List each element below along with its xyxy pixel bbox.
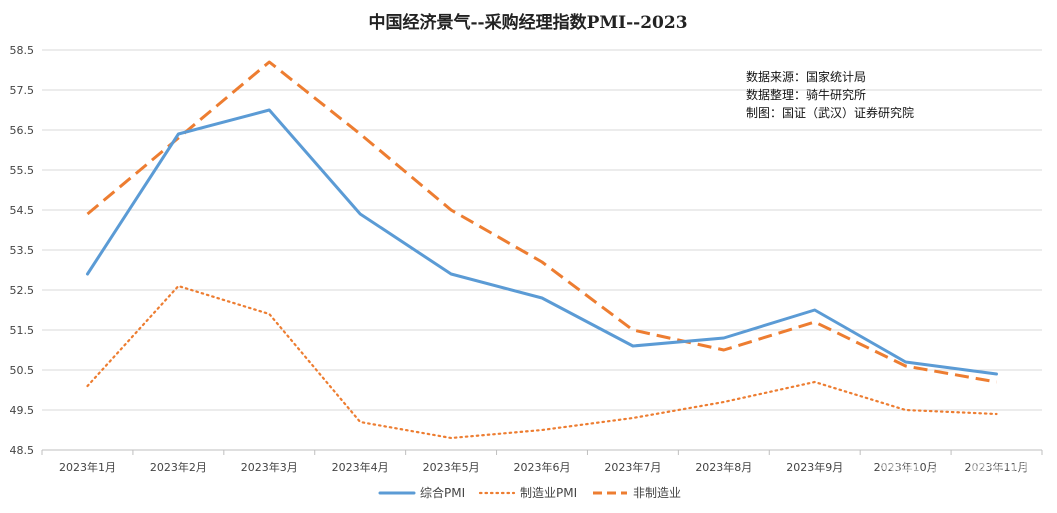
annotation-source: 数据来源：国家统计局 <box>746 69 866 84</box>
x-tick-label: 2023年4月 <box>332 460 389 474</box>
series-line-dashed <box>86 60 997 384</box>
x-tick-label: 2023年3月 <box>241 460 298 474</box>
y-tick-label: 52.5 <box>10 284 35 297</box>
source-annotations: 数据来源：国家统计局 数据整理：骑牛研究所 制图：国证（武汉）证券研究院 <box>746 69 914 120</box>
x-tick-label: 2023年1月 <box>59 460 116 474</box>
y-tick-label: 54.5 <box>10 204 35 217</box>
x-tick-label: 2023年2月 <box>150 460 207 474</box>
annotation-compiler: 数据整理：骑牛研究所 <box>746 87 866 102</box>
x-tick-label: 2023年11月 <box>965 460 1029 474</box>
x-tick-label: 2023年5月 <box>423 460 480 474</box>
series-lines <box>86 60 998 440</box>
x-tick-label: 2023年10月 <box>874 460 938 474</box>
watermark: 知乎 @大星宏观 <box>881 457 1028 481</box>
y-tick-label: 57.5 <box>10 84 35 97</box>
x-tick-label: 2023年9月 <box>786 460 843 474</box>
x-tick-label: 2023年6月 <box>514 460 571 474</box>
y-tick-label: 53.5 <box>10 244 35 257</box>
y-axis-ticks: 48.5 49.5 50.5 51.5 52.5 53.5 54.5 55.5 56.5 57.5… <box>10 44 35 457</box>
y-tick-label: 50.5 <box>10 364 35 377</box>
chart-title: 中国经济景气--采购经理指数PMI--2023 <box>368 12 687 33</box>
legend-label: 综合PMI <box>420 485 465 500</box>
y-tick-label: 49.5 <box>10 404 35 417</box>
y-tick-label: 55.5 <box>10 164 35 177</box>
legend-label: 非制造业 <box>633 486 681 500</box>
annotation-chart-maker: 制图：国证（武汉）证券研究院 <box>746 105 914 120</box>
series-line-solid <box>86 108 998 376</box>
legend-label: 制造业PMI <box>520 486 577 500</box>
series-line-dotted <box>86 284 998 440</box>
x-tick-label: 2023年7月 <box>604 460 661 474</box>
x-tick-label: 2023年8月 <box>695 460 752 474</box>
y-tick-label: 56.5 <box>10 124 35 137</box>
y-tick-label: 58.5 <box>10 44 35 57</box>
y-tick-label: 51.5 <box>10 324 35 337</box>
x-axis-ticks: 2023年1月 2023年2月 2023年3月 2023年4月 2023年5月 2023年… <box>41 450 1043 474</box>
y-tick-label: 48.5 <box>10 444 35 457</box>
legend: 综合PMI 制造业PMI 非制造业 <box>378 485 681 500</box>
grid-lines <box>42 49 1042 451</box>
